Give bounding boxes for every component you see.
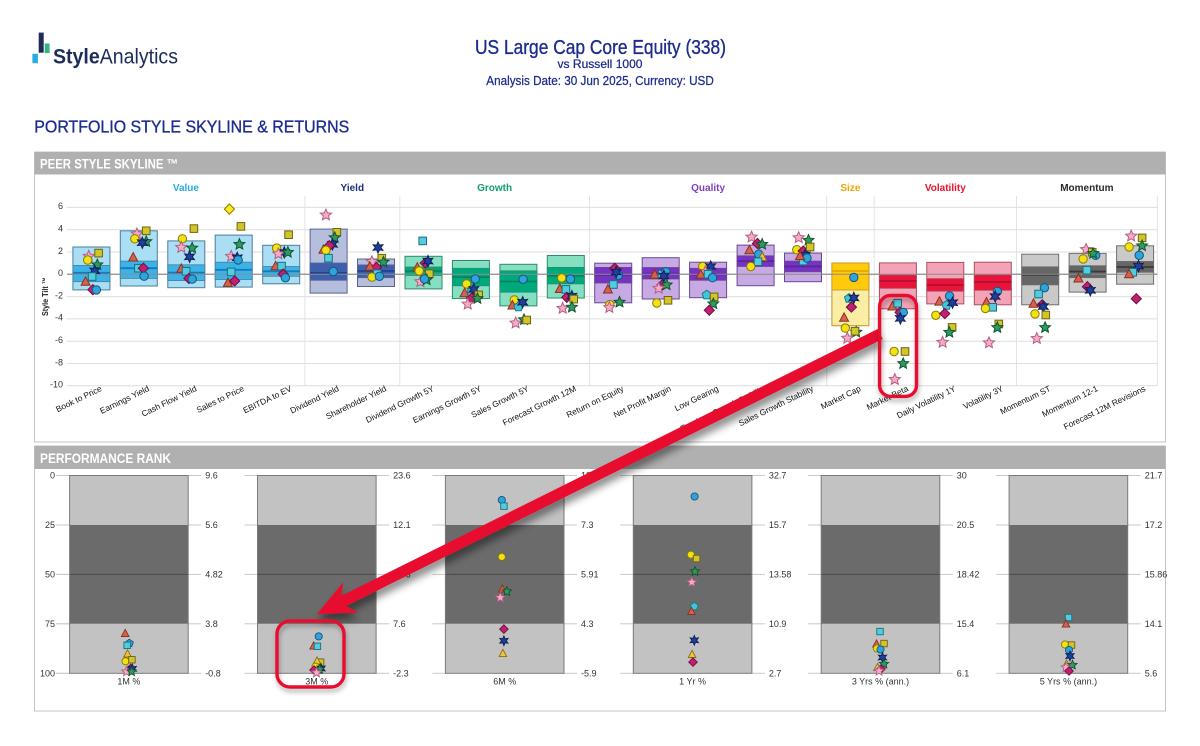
svg-text:PORTFOLIO STYLE SKYLINE & RETU: PORTFOLIO STYLE SKYLINE & RETURNS [34,116,349,136]
svg-text:Analysis Date: 30 Jun 2025, Cu: Analysis Date: 30 Jun 2025, Currency: US… [486,74,714,88]
svg-text:12.1: 12.1 [393,520,411,530]
svg-text:5.6: 5.6 [1145,668,1158,678]
svg-text:Size: Size [840,183,860,194]
svg-text:5.91: 5.91 [581,569,599,579]
svg-text:3 Yrs % (ann.): 3 Yrs % (ann.) [852,676,909,686]
svg-text:-2.3: -2.3 [393,668,409,678]
svg-text:15.86: 15.86 [1145,569,1168,579]
svg-text:15.7: 15.7 [769,520,787,530]
svg-text:-0.8: -0.8 [205,668,221,678]
svg-text:25: 25 [45,520,55,530]
svg-text:2.7: 2.7 [769,668,782,678]
svg-text:6: 6 [58,201,63,211]
svg-text:7.6: 7.6 [393,619,406,629]
svg-text:Quality: Quality [691,183,725,194]
svg-text:1 Yr %: 1 Yr % [679,676,706,686]
svg-text:15.4: 15.4 [957,619,975,629]
svg-text:PERFORMANCE RANK: PERFORMANCE RANK [40,451,171,466]
svg-text:10.9: 10.9 [769,619,787,629]
svg-text:5.6: 5.6 [205,520,218,530]
svg-text:100: 100 [40,668,55,678]
svg-text:0: 0 [58,268,63,278]
svg-text:Value: Value [173,183,200,194]
svg-text:6M %: 6M % [493,676,516,686]
svg-text:-10: -10 [50,380,63,390]
svg-text:StyleAnalytics: StyleAnalytics [53,46,178,69]
svg-text:4.82: 4.82 [205,569,223,579]
svg-text:vs Russell 1000: vs Russell 1000 [558,57,643,71]
svg-text:3M %: 3M % [305,676,328,686]
svg-text:75: 75 [45,619,55,629]
svg-text:2: 2 [58,246,63,256]
svg-text:5 Yrs % (ann.): 5 Yrs % (ann.) [1040,676,1097,686]
svg-text:32.7: 32.7 [769,471,787,481]
svg-text:9.6: 9.6 [205,471,218,481]
svg-text:3.8: 3.8 [205,619,218,629]
svg-text:13.58: 13.58 [769,569,792,579]
svg-text:Style Tilt ™: Style Tilt ™ [41,277,50,316]
svg-text:Momentum: Momentum [1060,183,1113,194]
svg-text:7.3: 7.3 [581,520,594,530]
svg-text:Yield: Yield [341,183,365,194]
svg-text:-5.9: -5.9 [581,668,597,678]
svg-text:6.1: 6.1 [957,668,970,678]
svg-text:-2: -2 [55,290,63,300]
svg-text:-8: -8 [55,357,63,367]
svg-text:-4: -4 [55,313,63,323]
svg-text:US Large Cap Core Equity (338): US Large Cap Core Equity (338) [475,37,726,59]
svg-text:4: 4 [58,224,63,234]
svg-text:23.6: 23.6 [393,471,411,481]
svg-text:0: 0 [50,471,55,481]
svg-text:PEER STYLE SKYLINE ™: PEER STYLE SKYLINE ™ [40,157,178,172]
svg-text:50: 50 [45,569,55,579]
svg-text:Volatility: Volatility [925,183,966,194]
svg-text:-6: -6 [55,335,63,345]
svg-text:Growth: Growth [477,183,512,194]
svg-text:17.2: 17.2 [1145,520,1163,530]
svg-text:30: 30 [957,471,967,481]
svg-text:20.5: 20.5 [957,520,975,530]
svg-text:4.3: 4.3 [581,619,594,629]
svg-text:21.7: 21.7 [1145,471,1163,481]
svg-text:18.42: 18.42 [957,569,980,579]
svg-text:14.1: 14.1 [1145,619,1163,629]
svg-text:1M %: 1M % [117,676,140,686]
